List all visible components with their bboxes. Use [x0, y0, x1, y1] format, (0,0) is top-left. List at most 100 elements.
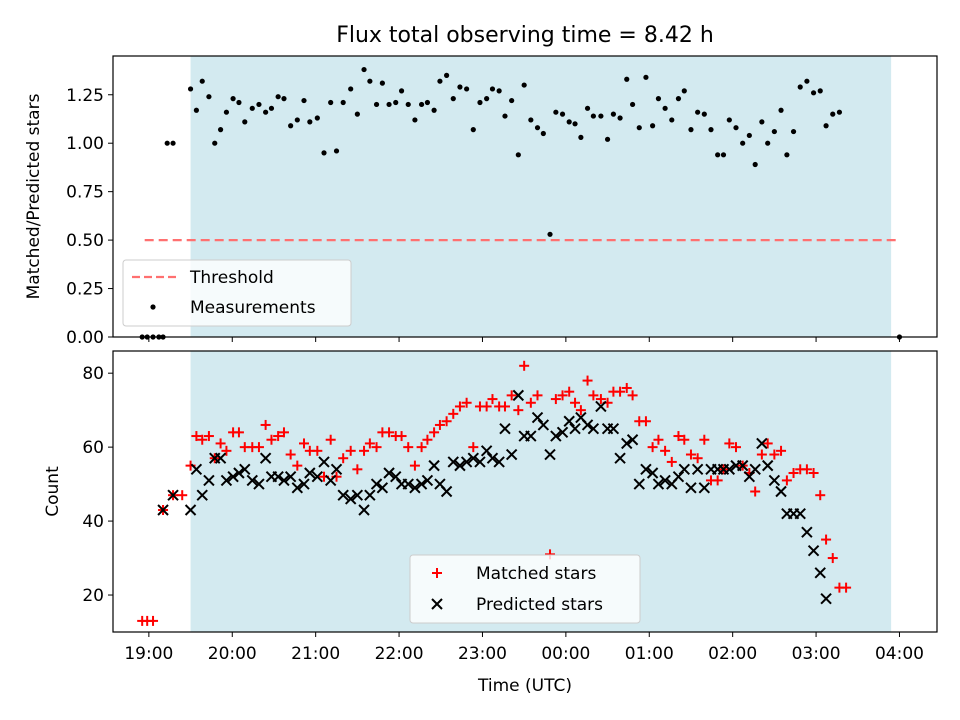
measurement-point [464, 86, 470, 92]
matched-star-point [273, 431, 284, 442]
predicted-star-point [493, 456, 505, 468]
predicted-star-point-b [761, 459, 774, 472]
x-tick-label: 22:00 [375, 644, 424, 664]
predicted-star-point [486, 452, 499, 464]
matched-star-point [582, 375, 593, 386]
predicted-star-point [253, 478, 265, 490]
measurement-point [470, 127, 476, 133]
measurement-point [288, 123, 294, 129]
matched-star-point [575, 405, 586, 416]
measurement-point [610, 111, 617, 117]
matched-star-point [666, 456, 677, 467]
matched-star-point [499, 401, 510, 412]
matched-star-point [621, 382, 632, 393]
predicted-star-point [390, 471, 402, 483]
predicted-star-point [640, 463, 652, 476]
predicted-star-point-b [324, 474, 337, 487]
predicted-star-point [227, 471, 239, 483]
predicted-star-point [421, 474, 434, 487]
predicted-star-point-b [402, 478, 414, 490]
predicted-star-point [447, 456, 459, 468]
predicted-star-point-b [512, 389, 525, 402]
predicted-star-point [775, 485, 787, 498]
predicted-star-point-b [698, 482, 711, 494]
predicted-star-point [587, 422, 600, 435]
matched-star-point [588, 390, 599, 401]
bot-y-tick-label: 80 [82, 364, 104, 384]
predicted-star-point-b [214, 452, 227, 464]
predicted-star-point [358, 504, 370, 516]
measurement-point [604, 136, 611, 142]
measurement-point [489, 86, 496, 92]
predicted-star-point [474, 456, 486, 468]
predicted-star-point-b [467, 452, 479, 464]
predicted-star-point-b [587, 422, 600, 435]
predicted-star-point-b [311, 471, 324, 483]
predicted-star-point [499, 422, 511, 435]
predicted-star-point [383, 467, 395, 479]
matched-star-point [519, 360, 530, 371]
predicted-star-point-b [749, 463, 761, 476]
matched-star-point [801, 464, 812, 475]
predicted-star-point [284, 471, 297, 483]
predicted-star-point-b [203, 474, 215, 487]
matched-star-point [203, 431, 214, 442]
predicted-star-point [736, 459, 749, 472]
bottom-legend: Matched stars Predicted stars [409, 554, 641, 624]
matched-star-point [409, 460, 420, 471]
predicted-star-point-b [775, 485, 787, 498]
predicted-star-point-b [723, 463, 736, 476]
predicted-star-point [621, 437, 633, 450]
matched-star-point [564, 386, 575, 397]
predicted-star-point [512, 389, 525, 402]
predicted-star-point [678, 463, 691, 476]
predicted-star-point-b [278, 474, 290, 487]
predicted-star-point-b [220, 474, 233, 487]
predicted-star-point-b [756, 437, 768, 450]
matched-star-point [557, 390, 568, 401]
top-y-tick-label: 0.75 [66, 183, 104, 203]
bottom-panel: 20 40 60 80 19:00 20:00 21:00 22:00 23:00 00:00 0… [43, 350, 938, 696]
matched-star-point [345, 445, 356, 456]
measurement-point [553, 109, 559, 115]
matched-star-point [815, 490, 826, 501]
measurement-point [521, 82, 527, 88]
measurement-point [379, 80, 385, 86]
measurement-point [373, 101, 380, 108]
matched-star-point [298, 438, 309, 449]
predicted-star-point-b [364, 489, 376, 501]
predicted-star-point-b [460, 456, 473, 468]
matched-star-point [191, 431, 202, 442]
predicted-star-point [723, 463, 736, 476]
measurement-point [701, 111, 707, 117]
predicted-star-point [220, 474, 233, 487]
predicted-star-point [652, 478, 665, 490]
predicted-star-point [756, 437, 768, 450]
matched-star-point [627, 390, 638, 401]
measurement-point [784, 152, 790, 158]
matched-star-point [266, 434, 277, 445]
predicted-star-point-b [486, 452, 499, 464]
bottom-x-ticks: 19:00 20:00 21:00 22:00 23:00 00:00 01:00 02:00… [124, 632, 924, 664]
predicted-star-point-b [736, 459, 749, 472]
measurement-point [354, 111, 360, 117]
measurement-point [236, 99, 242, 106]
predicted-star-point [337, 489, 349, 501]
matched-star-point [312, 445, 323, 456]
measurement-point [412, 117, 418, 123]
predicted-star-point [814, 567, 826, 579]
predicted-star-point [184, 504, 197, 516]
predicted-star-point [768, 474, 781, 487]
predicted-star-point [239, 463, 251, 476]
predicted-star-point-b [652, 478, 665, 490]
measurement-point [164, 140, 170, 146]
predicted-star-point-b [447, 456, 459, 468]
predicted-star-point [569, 422, 581, 435]
measurement-point [418, 101, 425, 108]
predicted-star-point-b [337, 489, 349, 501]
legend-threshold-label: Threshold [189, 268, 274, 288]
predicted-star-point [460, 456, 473, 468]
matched-star-point [781, 475, 792, 486]
predicted-star-point-b [272, 471, 284, 483]
